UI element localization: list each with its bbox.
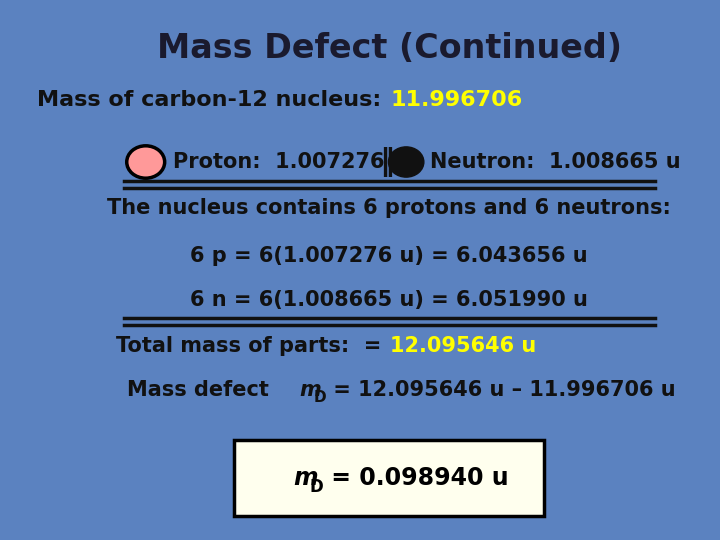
Text: 6 n = 6(1.008665 u) = 6.051990 u: 6 n = 6(1.008665 u) = 6.051990 u: [190, 289, 588, 310]
Text: Neutron:  1.008665 u: Neutron: 1.008665 u: [430, 152, 681, 172]
Text: D: D: [310, 478, 323, 496]
Text: The nucleus contains 6 protons and 6 neutrons:: The nucleus contains 6 protons and 6 neu…: [107, 198, 671, 218]
Circle shape: [127, 146, 165, 178]
Circle shape: [389, 147, 424, 177]
Text: Proton:  1.007276 u: Proton: 1.007276 u: [173, 152, 407, 172]
Text: 11.996706: 11.996706: [390, 90, 523, 110]
Text: m: m: [300, 380, 321, 400]
Text: Total mass of parts:  =: Total mass of parts: =: [117, 335, 389, 356]
Text: ‖: ‖: [379, 147, 395, 177]
Text: D: D: [313, 390, 326, 405]
Text: Mass of carbon-12 nucleus:: Mass of carbon-12 nucleus:: [37, 90, 389, 110]
Text: 6 p = 6(1.007276 u) = 6.043656 u: 6 p = 6(1.007276 u) = 6.043656 u: [190, 246, 588, 267]
Text: Mass Defect (Continued): Mass Defect (Continued): [156, 32, 621, 65]
Text: Mass defect: Mass defect: [127, 380, 276, 400]
Text: = 12.095646 u – 11.996706 u: = 12.095646 u – 11.996706 u: [326, 380, 675, 400]
FancyBboxPatch shape: [234, 440, 544, 516]
Text: m: m: [293, 466, 318, 490]
Text: = 0.098940 u: = 0.098940 u: [323, 466, 508, 490]
Text: 12.095646 u: 12.095646 u: [390, 335, 536, 356]
